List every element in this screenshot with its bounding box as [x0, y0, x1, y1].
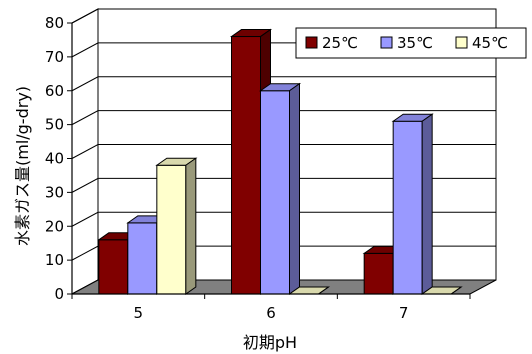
bar-front — [363, 252, 394, 295]
bar-side — [450, 286, 462, 295]
gridline — [71, 245, 496, 261]
y-tick-label: 70 — [45, 48, 64, 66]
y-axis-title: 水素ガス量(ml/g-dry) — [13, 86, 32, 246]
y-tick-label: 40 — [45, 150, 64, 168]
bar-side — [318, 286, 329, 295]
bar — [155, 157, 198, 295]
bar-front — [156, 164, 187, 295]
y-tick-label: 50 — [45, 116, 64, 134]
bar-front — [260, 90, 290, 295]
legend-swatch — [305, 36, 318, 49]
x-tick-labels: 5 6 7 — [134, 304, 409, 322]
legend-label: 45℃ — [472, 34, 508, 52]
gridline — [71, 110, 496, 126]
bar-front — [98, 239, 129, 295]
legend-label: 25℃ — [322, 34, 358, 52]
x-tick-label: 6 — [266, 304, 276, 322]
legend-box — [295, 27, 527, 59]
bar-front — [392, 120, 423, 295]
y-tick-labels: 0 10 20 30 40 50 60 70 80 — [45, 14, 64, 303]
axes — [67, 22, 471, 299]
bar-side — [185, 157, 197, 295]
x-tick-label: 7 — [399, 304, 409, 322]
legend-item: 45℃ — [455, 34, 508, 52]
legend-swatch — [380, 36, 393, 49]
gridline — [71, 8, 496, 24]
x-axis-title: 初期pH — [243, 333, 297, 352]
bar-side — [421, 113, 433, 295]
y-tick-label: 60 — [45, 82, 64, 100]
y-tick-label: 30 — [45, 183, 64, 201]
x-tick-label: 5 — [134, 304, 144, 322]
gridline — [71, 76, 496, 92]
bar-front — [231, 36, 261, 295]
bar — [391, 113, 434, 295]
gridline — [71, 144, 496, 159]
gridline — [71, 177, 496, 193]
bar-front — [127, 222, 158, 295]
legend: 25℃ 35℃ 45℃ — [295, 27, 527, 59]
legend-item: 25℃ — [305, 34, 358, 52]
bars — [97, 28, 463, 295]
legend-label: 35℃ — [397, 34, 433, 52]
y-tick-label: 0 — [54, 285, 64, 303]
y-tick-label: 80 — [45, 14, 64, 32]
gridline — [71, 211, 496, 227]
y-tick-label: 20 — [45, 217, 64, 235]
legend-item: 35℃ — [380, 34, 433, 52]
bar-side — [289, 82, 300, 295]
y-tick-label: 10 — [45, 251, 64, 269]
legend-swatch — [455, 36, 468, 49]
bar — [258, 82, 302, 295]
